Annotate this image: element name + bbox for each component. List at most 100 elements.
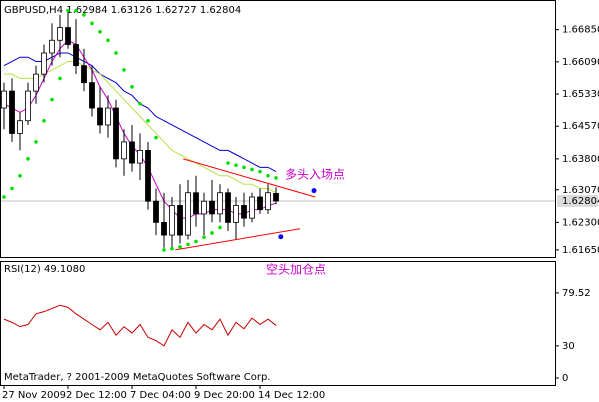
candle-body — [217, 192, 223, 215]
candle-body — [89, 82, 95, 109]
sar-dot — [194, 239, 198, 244]
x-tick-label: 27 Nov 2009 — [2, 390, 66, 401]
sar-dot — [58, 76, 62, 81]
sar-dot — [82, 13, 86, 17]
x-tick-label: 14 Dec 12:00 — [258, 390, 325, 401]
candle-body — [65, 27, 71, 45]
candle-body — [137, 149, 143, 164]
candle-body — [201, 200, 207, 215]
candle-body — [177, 205, 183, 236]
sar-dot — [74, 8, 78, 13]
x-tick-label: 9 Dec 20:00 — [194, 390, 255, 401]
sar-dot — [50, 97, 54, 102]
candle-body — [193, 192, 199, 215]
trendline — [175, 228, 301, 251]
candle-body — [129, 141, 135, 164]
sar-dot — [266, 174, 270, 178]
sar-dot — [146, 118, 150, 123]
sar-dot — [66, 8, 70, 13]
candle-body — [233, 205, 239, 223]
sar-dot — [98, 30, 102, 34]
candle-body — [249, 196, 255, 219]
sar-dot — [162, 248, 166, 252]
candle-body — [49, 39, 55, 54]
sar-dot — [154, 135, 158, 140]
candle-body — [273, 193, 279, 202]
last-price-box — [557, 195, 598, 208]
candle-body — [209, 200, 215, 215]
chart-title: GBPUSD,H4 1.62984 1.63126 1.62727 1.6280… — [4, 5, 241, 16]
main-panel — [0, 0, 556, 258]
sar-dot — [114, 51, 118, 55]
x-tick-label: 7 Dec 04:00 — [130, 390, 191, 401]
sar-dot — [178, 245, 182, 249]
rsi-line — [3, 304, 277, 347]
candle-body — [17, 120, 23, 134]
marker — [311, 188, 317, 194]
candle-body — [257, 196, 263, 211]
candle-body — [241, 205, 247, 219]
candle-body — [41, 52, 47, 75]
candle-body — [9, 90, 15, 134]
rsi-title: RSI(12) 49.1080 — [4, 264, 85, 275]
sar-dot — [26, 157, 30, 161]
trendline — [183, 158, 316, 198]
sar-dot — [202, 235, 206, 240]
sar-dot — [210, 231, 214, 235]
sar-dot — [226, 161, 230, 165]
candle-body — [153, 200, 159, 223]
y-tick-label: 1.66850 — [562, 25, 599, 36]
sar-dot — [2, 195, 6, 199]
candle-body — [169, 205, 175, 236]
y-tick-label: 1.66090 — [562, 57, 599, 68]
marker — [278, 234, 284, 240]
y-tick-label: 1.63800 — [562, 154, 599, 165]
candle-body — [33, 73, 39, 92]
candle-body — [73, 44, 79, 67]
sar-dot — [130, 85, 134, 89]
sar-dot — [106, 38, 110, 43]
candle-body — [145, 149, 151, 202]
y-tick-label: 1.63070 — [562, 185, 599, 196]
sar-dot — [122, 68, 126, 72]
sar-dot — [234, 163, 238, 168]
candle-body — [25, 90, 31, 122]
candle-body — [225, 192, 231, 223]
y-tick-label: 30 — [562, 341, 575, 352]
sar-dot — [170, 246, 174, 251]
y-tick-label: 79.52 — [562, 288, 591, 299]
sar-dot — [90, 21, 94, 26]
y-tick-label: 1.65330 — [562, 89, 599, 100]
ma-line — [4, 60, 277, 194]
x-tick-label: 2 Dec 12:00 — [66, 390, 127, 401]
annotation: 多头入场点 — [285, 168, 345, 182]
candle-body — [185, 192, 191, 236]
sar-dot — [274, 176, 278, 180]
candle-body — [1, 90, 7, 109]
candle-body — [97, 107, 103, 126]
candle-body — [161, 221, 167, 236]
sar-dot — [18, 174, 22, 178]
rsi-panel — [0, 261, 556, 386]
candle-body — [121, 141, 127, 160]
sar-dot — [34, 140, 38, 144]
candle-body — [57, 27, 63, 41]
sar-dot — [250, 167, 254, 172]
candle-body — [105, 107, 111, 126]
candle-body — [81, 65, 87, 84]
y-tick-label: 1.61650 — [562, 245, 599, 256]
sar-dot — [218, 225, 222, 230]
footer: MetaTrader, ? 2001-2009 MetaQuotes Softw… — [4, 372, 270, 383]
last-price-label: 1.62804 — [562, 196, 599, 207]
y-tick-label: 1.62300 — [562, 217, 599, 228]
sar-dot — [10, 186, 14, 191]
candle-body — [113, 107, 119, 160]
y-tick-label: 1.64570 — [562, 121, 599, 132]
sar-dot — [42, 118, 46, 123]
annotation: 空头加仓点 — [266, 263, 326, 277]
sar-dot — [186, 242, 190, 247]
sar-dot — [138, 102, 142, 106]
candle-body — [265, 192, 271, 211]
sar-dot — [258, 169, 262, 174]
